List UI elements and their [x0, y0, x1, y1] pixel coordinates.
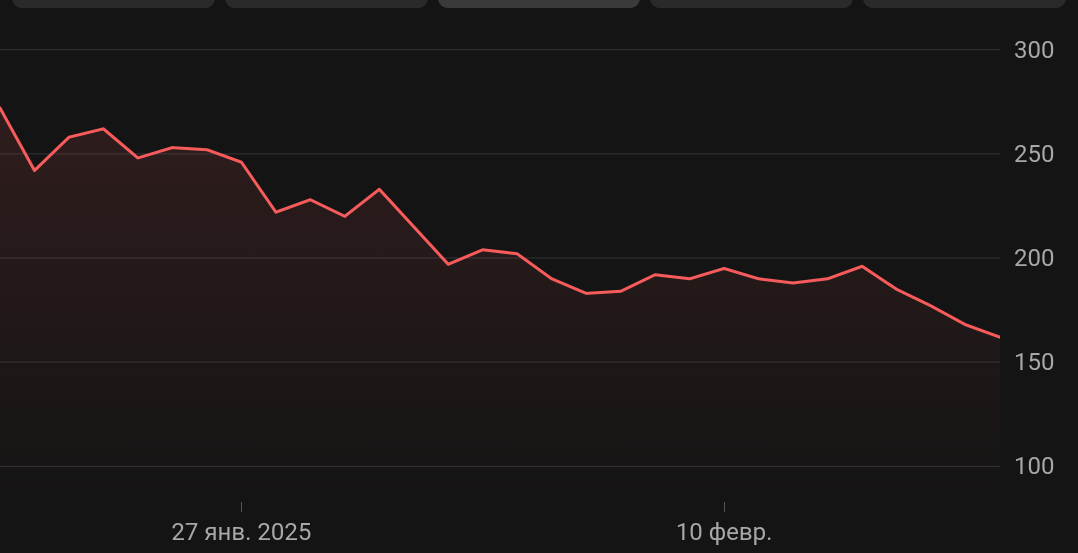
time-range-tab[interactable] — [12, 0, 215, 8]
chart-wrap: 100 150 200 250 300 27 янв. 2025 10 февр. — [0, 8, 1078, 553]
tab-row — [0, 0, 1078, 8]
chart-svg — [0, 8, 1000, 508]
time-range-tab[interactable] — [438, 0, 641, 8]
y-tick-label: 300 — [1014, 36, 1054, 64]
y-tick-label: 250 — [1014, 140, 1054, 168]
y-axis: 100 150 200 250 300 — [1000, 8, 1078, 508]
y-tick-label: 150 — [1014, 348, 1054, 376]
x-axis: 27 янв. 2025 10 февр. — [0, 508, 1000, 553]
time-range-tab[interactable] — [225, 0, 428, 8]
x-tick-mark — [241, 502, 242, 512]
x-tick-mark — [724, 502, 725, 512]
time-range-tab[interactable] — [863, 0, 1066, 8]
chart-container: 100 150 200 250 300 27 янв. 2025 10 февр. — [0, 0, 1078, 553]
y-tick-label: 100 — [1014, 452, 1054, 480]
x-tick-label: 10 февр. — [676, 518, 773, 546]
series-area — [0, 108, 1000, 508]
time-range-tab[interactable] — [650, 0, 853, 8]
y-tick-label: 200 — [1014, 244, 1054, 272]
plot-area[interactable] — [0, 8, 1000, 508]
x-tick-label: 27 янв. 2025 — [171, 518, 311, 546]
